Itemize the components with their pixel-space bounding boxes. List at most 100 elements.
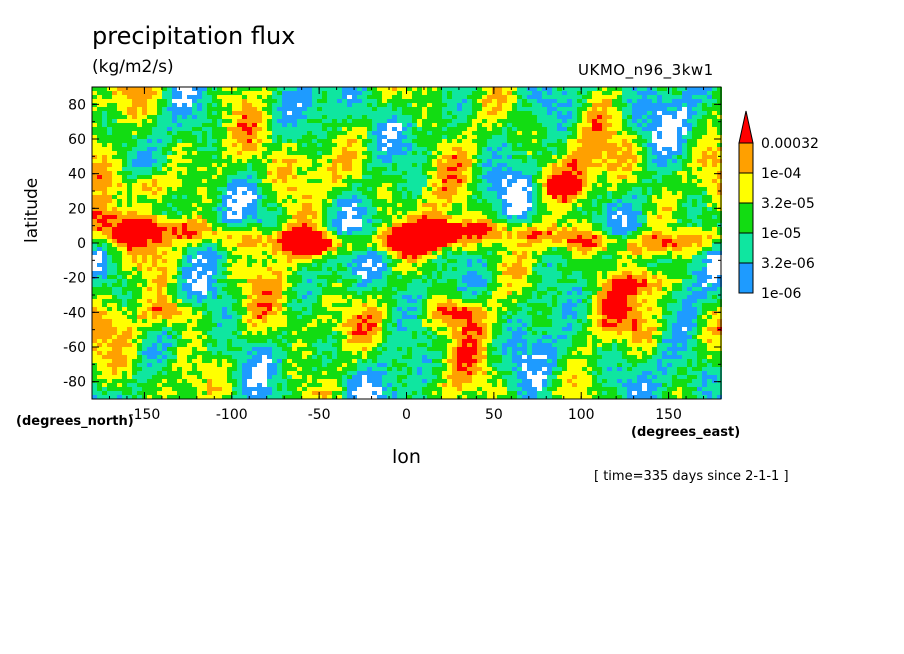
- field-cell: [227, 91, 232, 95]
- field-cell: [647, 167, 652, 171]
- field-cell: [207, 195, 212, 199]
- field-cell: [562, 139, 567, 143]
- field-cell: [487, 179, 492, 183]
- field-cell: [532, 235, 537, 239]
- field-cell: [612, 107, 617, 111]
- field-cell: [507, 159, 512, 163]
- field-cell: [602, 235, 607, 239]
- field-cell: [322, 199, 327, 203]
- field-cell: [632, 223, 637, 227]
- field-cell: [492, 215, 497, 219]
- field-cell: [632, 99, 637, 103]
- field-cell: [332, 151, 337, 155]
- field-cell: [232, 127, 237, 131]
- field-cell: [197, 151, 202, 155]
- field-cell: [577, 151, 582, 155]
- field-cell: [707, 211, 712, 215]
- field-cell: [152, 143, 157, 147]
- field-cell: [622, 143, 627, 147]
- field-cell: [247, 223, 252, 227]
- field-cell: [507, 91, 512, 95]
- field-cell: [382, 247, 387, 251]
- field-cell: [92, 215, 97, 219]
- field-cell: [697, 215, 702, 219]
- field-cell: [247, 143, 252, 147]
- field-cell: [207, 127, 212, 131]
- field-cell: [572, 103, 577, 107]
- field-cell: [217, 135, 222, 139]
- field-cell: [312, 135, 317, 139]
- field-cell: [452, 143, 457, 147]
- field-cell: [122, 107, 127, 111]
- field-cell: [317, 207, 322, 211]
- field-cell: [442, 119, 447, 123]
- field-cell: [427, 131, 432, 135]
- field-cell: [402, 227, 407, 231]
- field-cell: [437, 143, 442, 147]
- field-cell: [137, 103, 142, 107]
- field-cell: [642, 223, 647, 227]
- field-cell: [652, 91, 657, 95]
- field-cell: [312, 95, 317, 99]
- field-cell: [137, 115, 142, 119]
- field-cell: [312, 195, 317, 199]
- field-cell: [697, 223, 702, 227]
- field-cell: [622, 231, 627, 235]
- field-cell: [192, 147, 197, 151]
- field-cell: [617, 243, 622, 247]
- field-cell: [692, 191, 697, 195]
- field-cell: [337, 179, 342, 183]
- field-cell: [652, 123, 657, 127]
- field-cell: [107, 95, 112, 99]
- field-cell: [457, 215, 462, 219]
- field-cell: [247, 115, 252, 119]
- field-cell: [412, 183, 417, 187]
- field-cell: [697, 227, 702, 231]
- field-cell: [142, 151, 147, 155]
- field-cell: [297, 167, 302, 171]
- field-cell: [272, 159, 277, 163]
- field-cell: [482, 207, 487, 211]
- field-cell: [252, 163, 257, 167]
- field-cell: [217, 123, 222, 127]
- field-cell: [217, 247, 222, 251]
- field-cell: [632, 143, 637, 147]
- field-cell: [522, 119, 527, 123]
- field-cell: [512, 111, 517, 115]
- field-cell: [482, 99, 487, 103]
- field-cell: [482, 215, 487, 219]
- field-cell: [542, 139, 547, 143]
- field-cell: [417, 195, 422, 199]
- field-cell: [202, 135, 207, 139]
- field-cell: [572, 219, 577, 223]
- field-cell: [637, 211, 642, 215]
- field-cell: [267, 159, 272, 163]
- field-cell: [672, 115, 677, 119]
- field-cell: [652, 215, 657, 219]
- field-cell: [157, 107, 162, 111]
- field-cell: [372, 155, 377, 159]
- field-cell: [327, 211, 332, 215]
- field-cell: [207, 107, 212, 111]
- field-cell: [377, 107, 382, 111]
- field-cell: [322, 87, 327, 91]
- field-cell: [262, 91, 267, 95]
- field-cell: [322, 167, 327, 171]
- field-cell: [407, 131, 412, 135]
- field-cell: [177, 247, 182, 251]
- field-cell: [452, 95, 457, 99]
- field-cell: [547, 139, 552, 143]
- field-cell: [422, 187, 427, 191]
- field-cell: [277, 187, 282, 191]
- field-cell: [142, 119, 147, 123]
- field-cell: [607, 247, 612, 251]
- field-cell: [552, 231, 557, 235]
- field-cell: [447, 223, 452, 227]
- field-cell: [282, 243, 287, 247]
- field-cell: [212, 187, 217, 191]
- field-cell: [612, 223, 617, 227]
- field-cell: [557, 223, 562, 227]
- field-cell: [302, 223, 307, 227]
- field-cell: [107, 231, 112, 235]
- field-cell: [102, 147, 107, 151]
